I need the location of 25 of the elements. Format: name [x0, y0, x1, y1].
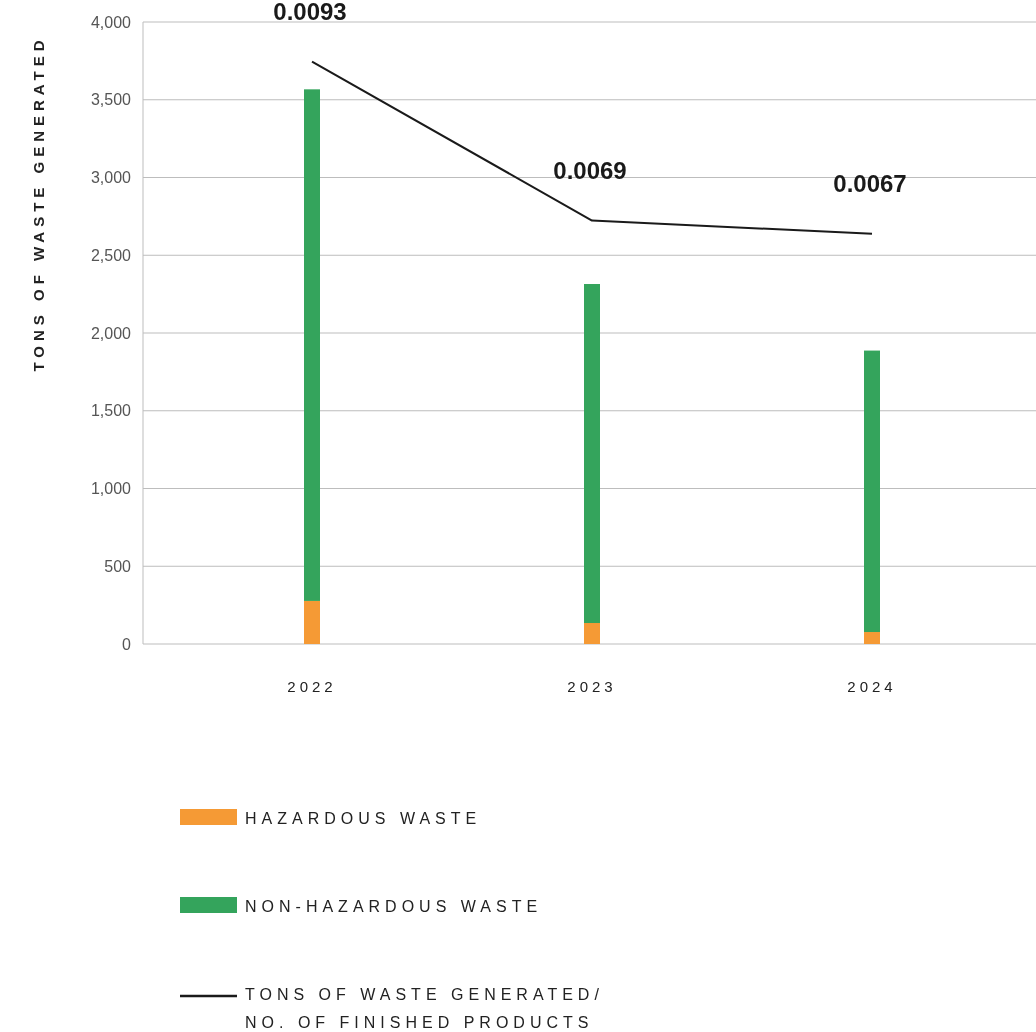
bar: [584, 284, 600, 624]
y-tick-label: 3,500: [90, 91, 132, 109]
y-tick-label: 2,500: [90, 246, 132, 264]
bar: [584, 623, 600, 644]
data-label: 0.0067: [833, 169, 907, 197]
y-tick-label: 3,000: [90, 169, 132, 187]
y-tick-label: 4,000: [90, 13, 132, 31]
legend-label: HAZARDOUS WASTE: [245, 809, 482, 827]
x-tick-label: 2024: [847, 678, 897, 695]
data-label: 0.0069: [553, 156, 627, 184]
y-axis-title: TONS OF WASTE GENERATED: [30, 35, 47, 372]
y-tick-label: 1,000: [90, 480, 132, 498]
bar: [864, 632, 880, 644]
bar: [864, 350, 880, 633]
legend-label: TONS OF WASTE GENERATED/ NO. OF FINISHED PRODUCTS: [245, 985, 604, 1031]
y-tick-label: 500: [104, 557, 132, 575]
legend-label: NON-HAZARDOUS WASTE: [245, 897, 543, 915]
y-tick-label: 0: [122, 635, 132, 653]
x-tick-label: 2022: [287, 678, 337, 695]
y-tick-label: 1,500: [90, 402, 132, 420]
bar: [304, 89, 320, 601]
data-label: 0.0093: [273, 0, 347, 25]
x-tick-label: 2023: [567, 678, 617, 695]
y-tick-label: 2,000: [90, 324, 132, 342]
bar: [304, 600, 320, 644]
